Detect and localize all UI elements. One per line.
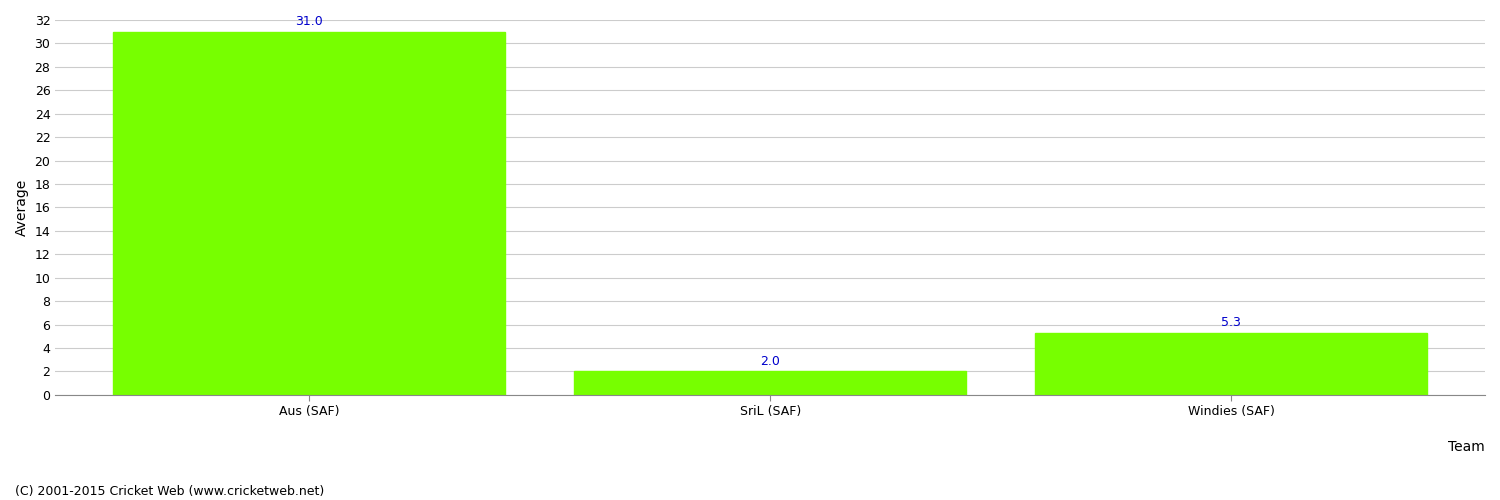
Text: 2.0: 2.0 — [760, 355, 780, 368]
Text: 5.3: 5.3 — [1221, 316, 1242, 329]
Text: (C) 2001-2015 Cricket Web (www.cricketweb.net): (C) 2001-2015 Cricket Web (www.cricketwe… — [15, 485, 324, 498]
Bar — [1035, 332, 1428, 395]
Text: 31.0: 31.0 — [296, 15, 322, 28]
Bar — [112, 32, 506, 395]
Bar — [574, 372, 966, 395]
Text: Team: Team — [1448, 440, 1485, 454]
Y-axis label: Average: Average — [15, 179, 28, 236]
